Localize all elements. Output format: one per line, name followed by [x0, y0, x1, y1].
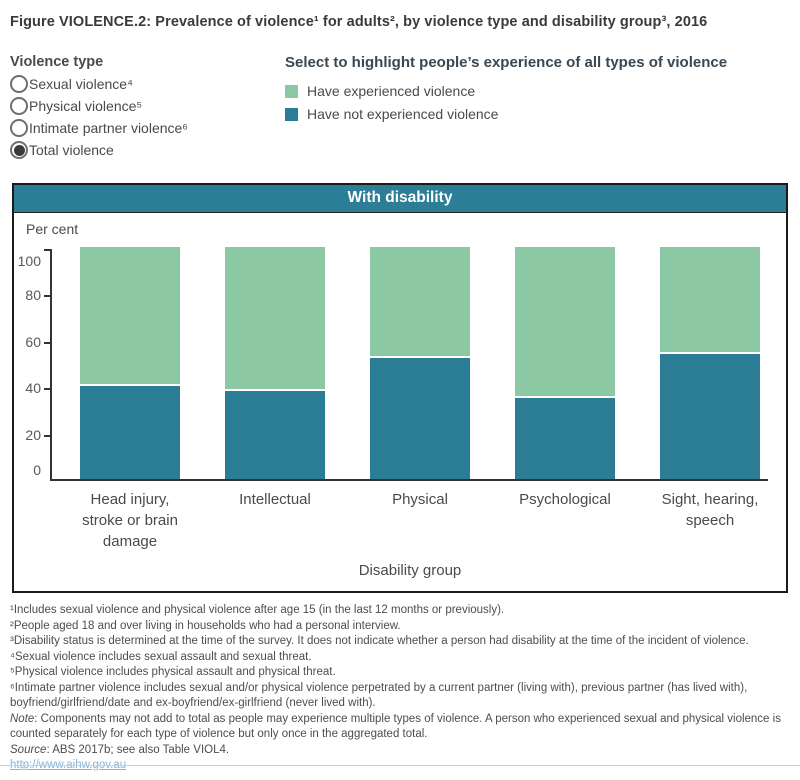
radio-option-label: Physical violence⁵: [29, 98, 143, 114]
source-label: Source: [10, 743, 47, 756]
footnote-4: ⁴Sexual violence includes sexual assault…: [10, 650, 312, 663]
bar-segment-experienced[interactable]: [225, 247, 325, 389]
bar-segment-not-experienced[interactable]: [80, 386, 180, 479]
footnote-5: ⁵Physical violence includes physical ass…: [10, 666, 336, 678]
y-tick-mark: [44, 434, 50, 437]
radio-option-label: Sexual violence⁴: [29, 76, 134, 92]
y-tick-mark: [44, 295, 50, 298]
bar-segment-not-experienced[interactable]: [660, 353, 760, 479]
category-label: Intellectual: [239, 491, 311, 508]
y-tick-label: 100: [17, 253, 41, 269]
radio-option-4[interactable]: Total violence: [10, 139, 275, 161]
category-cell: Head injury, stroke or brain damage: [80, 489, 180, 552]
pane-body: Per cent 0 20 40 60 80 100 Head injury, strok…: [14, 213, 786, 591]
legend-block: Select to highlight people’s experience …: [285, 54, 727, 129]
bar-segment-experienced[interactable]: [370, 247, 470, 357]
bar-segment-divider: [370, 356, 470, 359]
radio-dot-icon: [13, 144, 25, 156]
bar-column-1[interactable]: [80, 247, 180, 479]
y-tick-label: 80: [25, 287, 41, 304]
note-text: : Components may not add to total as peo…: [10, 712, 781, 741]
bar-segment-not-experienced[interactable]: [225, 390, 325, 479]
bar-segment-experienced[interactable]: [515, 247, 615, 396]
category-cell: Physical: [370, 489, 470, 552]
y-tick-label: 20: [25, 426, 41, 443]
radio-option-2[interactable]: Physical violence⁵: [10, 95, 275, 117]
radio-option-label: Intimate partner violence⁶: [29, 120, 189, 136]
bar-segment-divider: [660, 351, 760, 354]
radio-option-1[interactable]: Sexual violence⁴: [10, 73, 275, 95]
chart-panel: With disability Per cent 0 20 40 60 80 100 He…: [12, 183, 788, 593]
bar-segment-not-experienced[interactable]: [515, 397, 615, 479]
legend-swatch: [285, 84, 298, 98]
violence-type-options: Sexual violence⁴ Physical violence⁵ Intima…: [10, 73, 275, 161]
bar-segment-divider: [80, 384, 180, 387]
legend-item-1[interactable]: Have experienced violence: [285, 83, 727, 99]
footnote-list: ¹Includes sexual violence and physical v…: [10, 603, 790, 712]
violence-type-filter: Violence type Sexual violence⁴ Physical v…: [10, 54, 275, 161]
plot-bars: [50, 247, 768, 481]
legend-swatch: [285, 107, 298, 121]
bar-segment-experienced[interactable]: [80, 247, 180, 385]
y-axis-title: Per cent: [26, 221, 79, 237]
violence-type-label: Violence type: [10, 54, 104, 70]
footnote-3: ³Disability status is determined at the …: [10, 635, 749, 647]
source-line: Source: ABS 2017b; see also Table VIOL4.: [10, 743, 790, 759]
note-line: Note: Components may not add to total as…: [10, 712, 790, 743]
footnote-2: ²People aged 18 and over living in house…: [10, 619, 401, 632]
figure-title: Figure VIOLENCE.2: Prevalence of violenc…: [10, 14, 708, 30]
radio-option-3[interactable]: Intimate partner violence⁶: [10, 117, 275, 139]
category-label: Sight, hearing, speech: [661, 491, 759, 529]
y-tick-mark: [44, 341, 50, 344]
bar-segment-divider: [225, 388, 325, 391]
legend-item-2[interactable]: Have not experienced violence: [285, 106, 727, 122]
note-label: Note: [10, 712, 35, 725]
category-cell: Intellectual: [225, 489, 325, 552]
radio-option-label: Total violence: [29, 142, 114, 158]
radio-unselected-icon[interactable]: [10, 75, 28, 93]
legend-item-label: Have experienced violence: [307, 83, 476, 99]
bar-column-5[interactable]: [660, 247, 760, 479]
y-tick-label: 60: [25, 333, 41, 350]
footnote-6: ⁶Intimate partner violence includes sexu…: [10, 681, 748, 710]
controls-row: Violence type Sexual violence⁴ Physical v…: [10, 54, 790, 161]
bar-segment-divider: [515, 395, 615, 398]
category-label: Head injury, stroke or brain damage: [82, 491, 178, 550]
bar-segment-not-experienced[interactable]: [370, 358, 470, 479]
y-tick-label: 40: [25, 380, 41, 397]
bar-segment-experienced[interactable]: [660, 247, 760, 352]
axis-spacer: [14, 481, 52, 552]
category-label: Psychological: [519, 491, 611, 508]
y-tick-label: 0: [33, 462, 41, 478]
radio-selected-icon[interactable]: [10, 141, 28, 159]
source-text: : ABS 2017b; see also Table VIOL4.: [46, 743, 230, 756]
bottom-divider: [0, 765, 800, 766]
bar-column-2[interactable]: [225, 247, 325, 479]
footnotes: ¹Includes sexual violence and physical v…: [10, 603, 790, 774]
legend-items: Have experienced violence Have not experi…: [285, 83, 727, 122]
category-cell: Sight, hearing, speech: [660, 489, 760, 552]
category-cell: Psychological: [515, 489, 615, 552]
bar-column-4[interactable]: [515, 247, 615, 479]
category-label: Physical: [392, 491, 448, 508]
legend-heading: Select to highlight people’s experience …: [285, 54, 728, 71]
legend-item-label: Have not experienced violence: [307, 106, 499, 122]
axis-spacer: [14, 552, 52, 585]
y-tick-mark: [44, 249, 50, 251]
radio-unselected-icon[interactable]: [10, 97, 28, 115]
pane-title: With disability: [14, 185, 786, 213]
y-axis: 0 20 40 60 80 100: [14, 249, 50, 481]
footnote-1: ¹Includes sexual violence and physical v…: [10, 604, 505, 616]
bar-column-3[interactable]: [370, 247, 470, 479]
y-tick-mark: [44, 388, 50, 391]
category-labels: Head injury, stroke or brain damage Intel…: [52, 489, 768, 552]
x-axis-title: Disability group: [358, 562, 462, 579]
radio-unselected-icon[interactable]: [10, 119, 28, 137]
